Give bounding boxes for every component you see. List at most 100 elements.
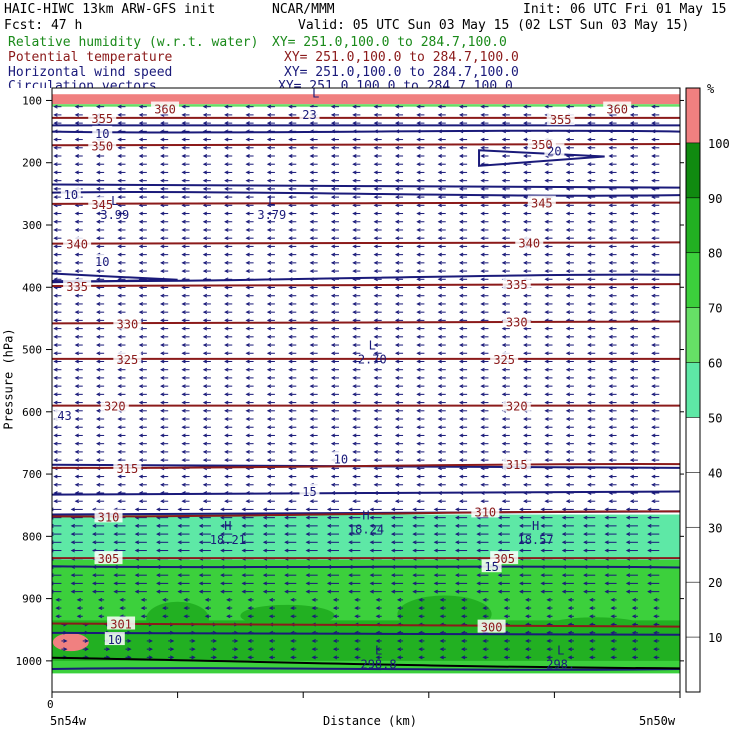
wind-vector-head <box>74 334 79 339</box>
wind-vector-head <box>309 384 314 389</box>
wind-vector-head <box>266 195 272 200</box>
wind-vector-head <box>96 482 101 487</box>
wind-vector-head <box>266 367 272 372</box>
wind-vector-head <box>74 326 79 331</box>
wind-vector-head <box>373 499 378 504</box>
wind-vector-head <box>70 548 75 553</box>
wind-vector-head <box>245 441 250 446</box>
wind-vector-head <box>567 597 573 602</box>
wind-vector-head <box>74 293 79 298</box>
wind-vector-head <box>202 408 208 413</box>
extremum-symbol: L <box>312 86 319 100</box>
wind-vector-head <box>202 170 208 175</box>
wind-vector-head <box>523 417 528 421</box>
wind-vector-head <box>290 638 295 643</box>
wind-vector-head <box>234 655 239 660</box>
wind-vector-head <box>608 252 613 257</box>
wind-vector-head <box>589 614 594 619</box>
wind-vector-head <box>629 474 635 479</box>
wind-vector-head <box>160 137 165 142</box>
wind-vector-head <box>454 523 460 528</box>
wind-vector-head <box>587 203 592 208</box>
wind-vector-head <box>138 162 144 167</box>
wind-vector-head <box>583 507 588 512</box>
wind-vector-head <box>497 532 503 537</box>
wind-vector-head <box>501 236 507 241</box>
wind-vector-head <box>309 301 314 306</box>
wind-vector-head <box>416 170 421 175</box>
wind-vector-head <box>458 252 464 257</box>
wind-vector-head <box>92 589 97 594</box>
wind-vector-head <box>608 474 613 479</box>
wind-vector-head <box>523 269 528 274</box>
wind-vector-head <box>288 334 293 339</box>
theta-contour <box>52 622 680 628</box>
wind-vector-head <box>373 162 378 167</box>
wind-vector-head <box>224 260 229 265</box>
wind-vector-head <box>138 269 144 274</box>
wind-vector-head <box>523 219 528 224</box>
wind-vector-head <box>74 384 79 389</box>
wind-vector-head <box>245 318 250 323</box>
theta-label-bg <box>94 551 123 565</box>
wind-label: 15 <box>484 560 498 574</box>
wind-vector-head <box>70 573 75 578</box>
wind-vector-head <box>546 647 551 652</box>
wind-vector-head <box>587 433 592 438</box>
wind-vector-head <box>348 589 353 594</box>
theta-label-bg <box>151 101 180 115</box>
wind-vector-head <box>181 334 186 339</box>
wind-vector-head <box>156 540 161 545</box>
wind-vector-head <box>651 145 656 150</box>
wind-label-bg <box>104 632 125 646</box>
wind-vector-head <box>480 359 485 364</box>
wind-vector-head <box>583 532 588 537</box>
wind-vector-head <box>352 466 357 471</box>
wind-vector-head <box>352 367 357 372</box>
colorbar-tick-label: 60 <box>708 357 722 371</box>
wind-vector-head <box>138 310 144 315</box>
wind-vector-head <box>202 367 208 372</box>
wind-vector-head <box>245 137 250 142</box>
wind-vector-head <box>138 260 144 265</box>
wind-vector-head <box>181 408 186 413</box>
wind-vector-head <box>480 367 485 372</box>
wind-vector-head <box>330 310 336 315</box>
theta-label-bg <box>94 509 123 523</box>
wind-vector-head <box>375 606 380 611</box>
wind-vector-head <box>288 244 293 249</box>
wind-vector-head <box>202 343 208 347</box>
wind-vector-head <box>458 482 464 487</box>
theta-label: 305 <box>98 552 120 566</box>
wind-vector-head <box>354 597 359 602</box>
wind-vector-head <box>482 614 487 619</box>
wind-vector-head <box>96 293 101 298</box>
wind-vector-head <box>629 400 635 405</box>
wind-vector-head <box>651 499 656 504</box>
theta-label: 340 <box>518 236 540 250</box>
wind-vector-head <box>369 540 374 545</box>
wind-vector-head <box>482 638 487 643</box>
wind-vector-head <box>354 614 359 619</box>
wind-vector-head <box>53 236 58 241</box>
wind-vector-head <box>561 515 567 520</box>
wind-vector-head <box>70 589 75 594</box>
wind-vector-head <box>583 540 588 545</box>
wind-vector-head <box>437 499 442 504</box>
wind-vector-head <box>416 162 421 167</box>
wind-vector-head <box>394 145 400 150</box>
wind-vector-head <box>480 400 485 405</box>
wind-vector-head <box>608 269 613 274</box>
wind-vector-head <box>224 154 229 158</box>
wind-vector-head <box>437 244 442 249</box>
wind-vector-head <box>262 515 268 520</box>
wind-vector-head <box>523 228 528 232</box>
wind-vector-head <box>544 482 549 487</box>
wind-vector-head <box>412 589 417 594</box>
wind-vector-head <box>266 293 272 298</box>
wind-vector-head <box>330 154 336 158</box>
y-tick-label: 800 <box>22 530 42 543</box>
wind-vector-head <box>565 367 571 372</box>
wind-vector-head <box>74 474 79 479</box>
wind-vector-head <box>160 318 165 323</box>
